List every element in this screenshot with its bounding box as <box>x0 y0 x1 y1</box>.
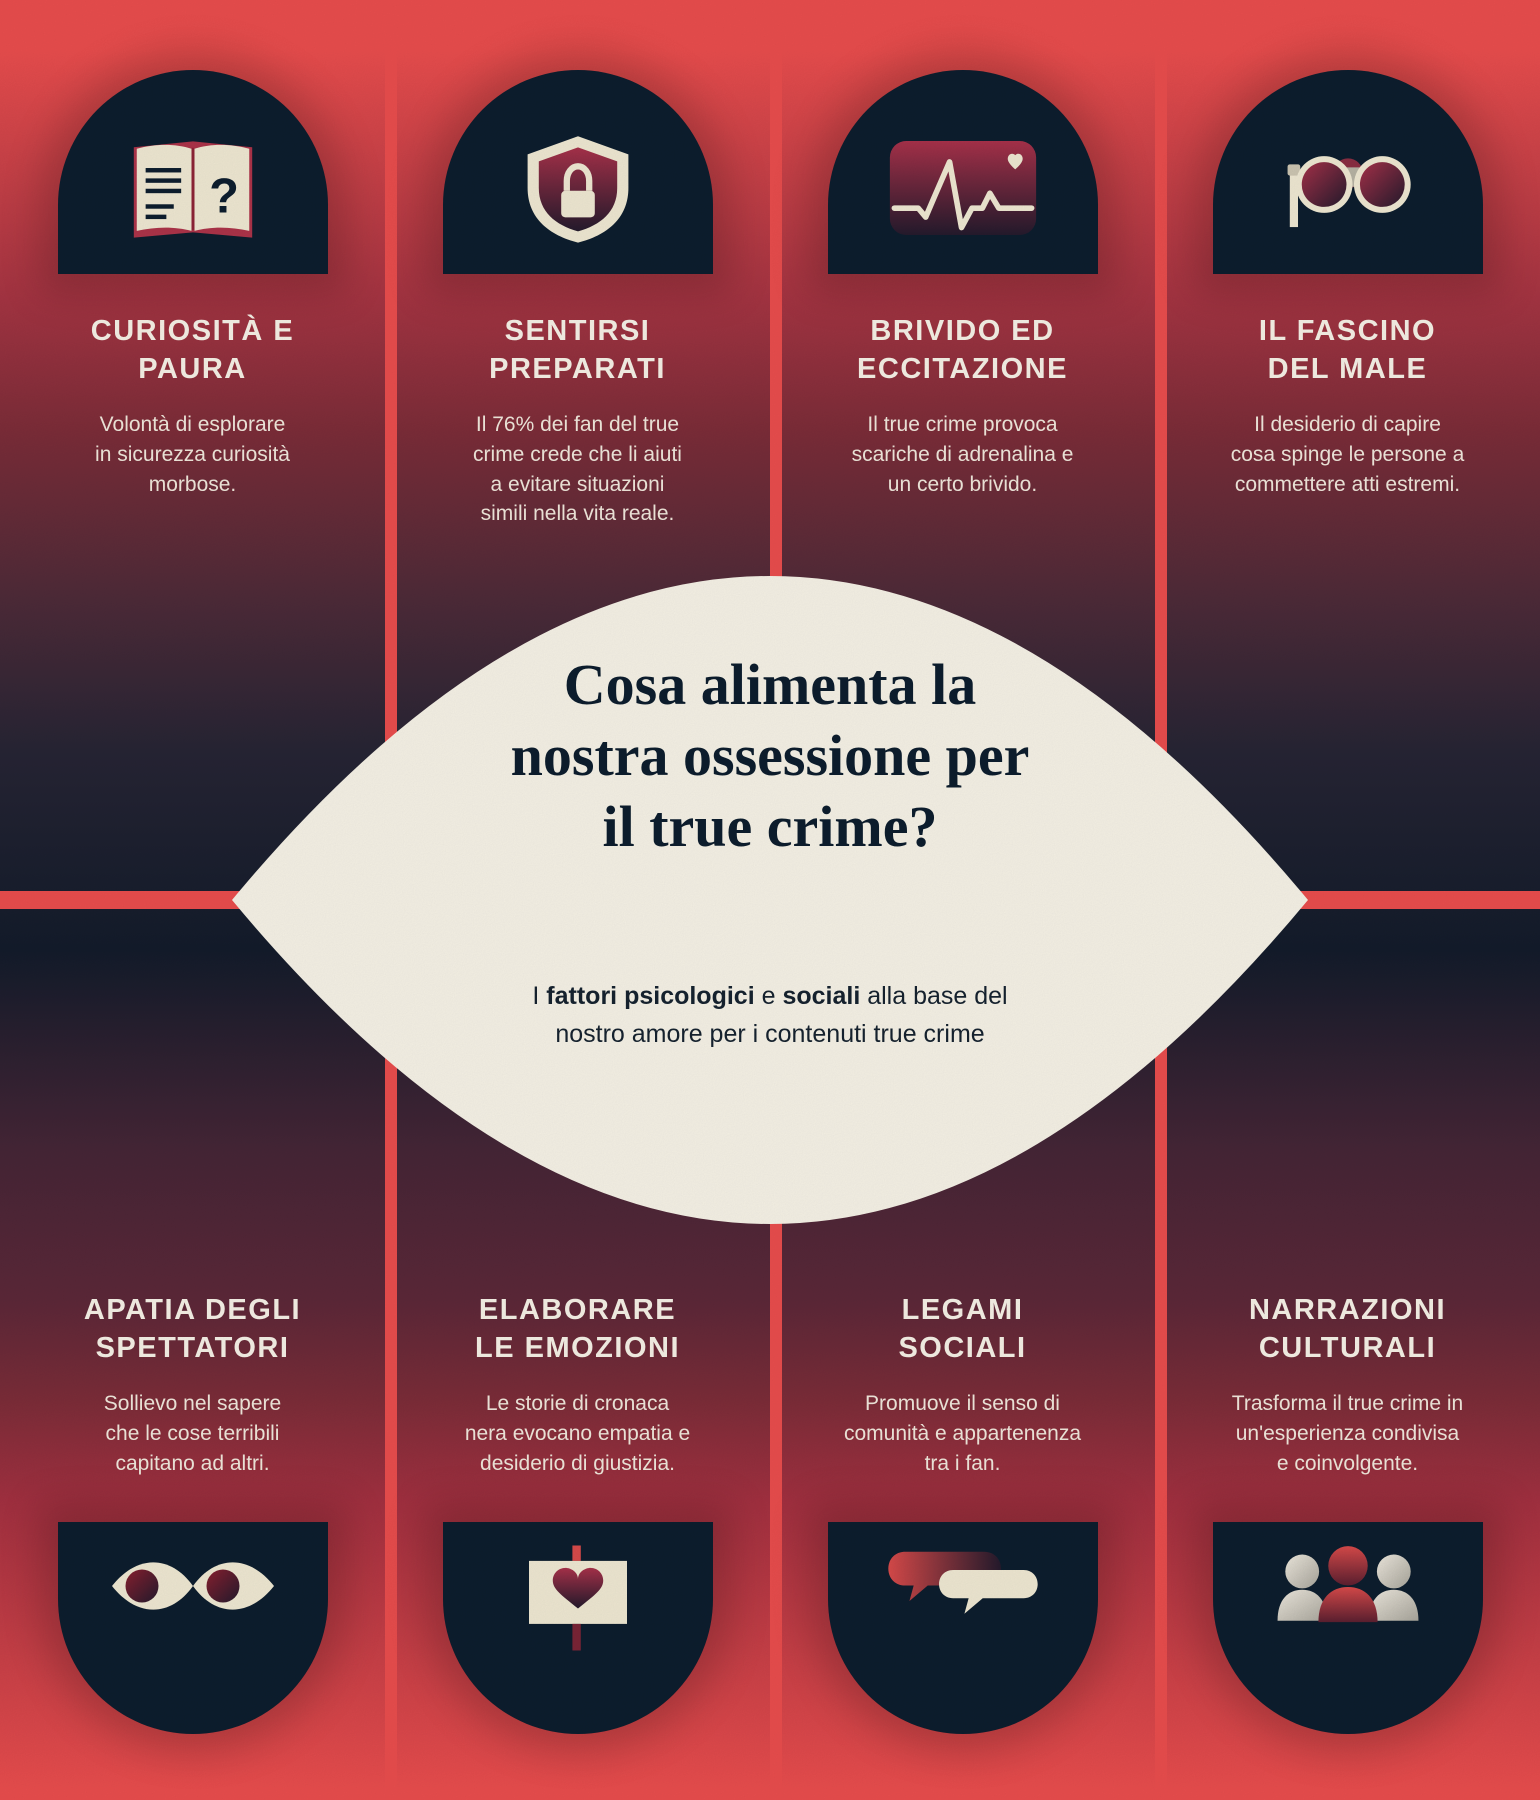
svg-text:?: ? <box>209 170 239 224</box>
